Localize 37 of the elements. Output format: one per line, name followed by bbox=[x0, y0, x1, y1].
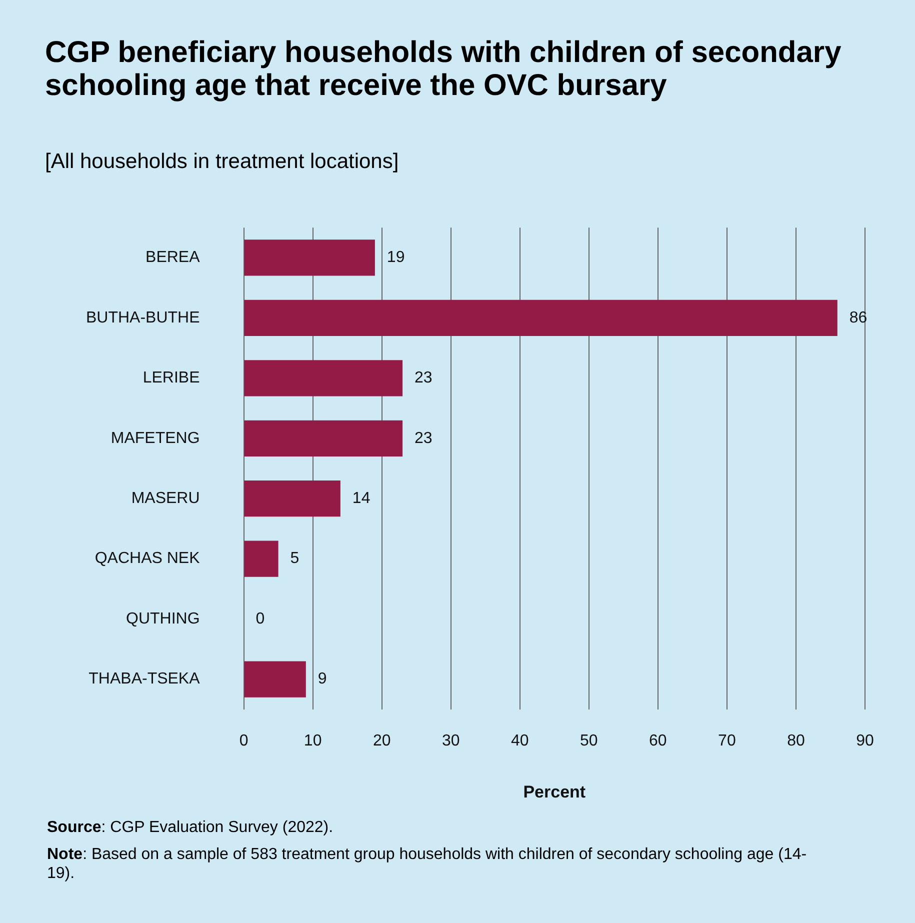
chart-subtitle: [All households in treatment locations] bbox=[45, 150, 399, 174]
data-label: 0 bbox=[256, 610, 265, 628]
x-tick-label: 40 bbox=[510, 732, 529, 750]
y-tick-label: BUTHA-BUTHE bbox=[86, 309, 200, 326]
data-label: 19 bbox=[386, 249, 405, 266]
x-tick-label: 10 bbox=[304, 732, 322, 750]
data-label: 14 bbox=[352, 490, 370, 508]
source-note: Source: CGP Evaluation Survey (2022). bbox=[47, 819, 334, 836]
data-label: 23 bbox=[414, 430, 432, 447]
y-tick-label: LERIBE bbox=[142, 370, 200, 387]
chart-title: CGP beneficiary households with children of secondary schooling age that receive the OVC bursary bbox=[45, 36, 842, 102]
y-tick-label: QACHAS NEK bbox=[94, 550, 200, 568]
text: Note: Based on a sample of 583 treatment group households with children of secondary schooling age (14-19). bbox=[47, 846, 807, 882]
bar bbox=[244, 300, 838, 336]
x-tick-label: 50 bbox=[580, 732, 598, 750]
y-tick-label: BEREA bbox=[146, 249, 200, 266]
bar bbox=[244, 480, 340, 517]
data-label: 5 bbox=[290, 550, 300, 568]
x-tick-label: 30 bbox=[442, 732, 460, 750]
y-tick-label: MAFETENG bbox=[110, 430, 200, 447]
y-tick-label: THABA-TSEKA bbox=[88, 670, 200, 688]
bar bbox=[244, 240, 375, 276]
y-tick-label: MASERU bbox=[131, 490, 200, 508]
x-tick-label: 70 bbox=[718, 732, 736, 750]
data-label: 23 bbox=[414, 370, 432, 387]
y-tick-label: QUTHING bbox=[126, 610, 200, 628]
x-tick-label: 60 bbox=[649, 732, 667, 750]
x-tick-label: 20 bbox=[372, 732, 391, 750]
x-tick-label: 0 bbox=[239, 732, 248, 750]
bar bbox=[244, 661, 306, 698]
bar bbox=[244, 540, 278, 577]
x-tick-label: 80 bbox=[787, 732, 805, 750]
bar bbox=[244, 360, 403, 396]
data-label: 9 bbox=[318, 670, 327, 688]
x-tick-label: 90 bbox=[856, 732, 874, 750]
bar bbox=[244, 420, 403, 456]
x-axis-title: Percent bbox=[523, 782, 586, 802]
